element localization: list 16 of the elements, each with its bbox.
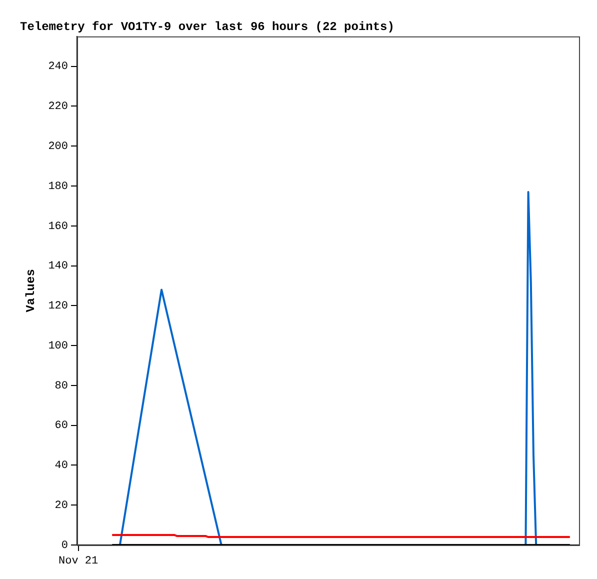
- y-tick-label: 0: [61, 540, 68, 552]
- y-tick-label: 120: [48, 300, 68, 313]
- y-axis-title: Values: [24, 269, 38, 312]
- y-tick-label: 240: [48, 61, 68, 74]
- y-tick-label: 80: [54, 380, 68, 392]
- chart-title: Telemetry for VO1TY-9 over last 96 hours (22 points): [20, 20, 394, 34]
- y-tick-label: 100: [48, 340, 68, 352]
- y-tick-label: 220: [48, 101, 68, 114]
- y-tick-label: 200: [48, 141, 68, 154]
- y-tick-label: 160: [48, 220, 68, 233]
- x-tick-label: Nov 21: [58, 556, 98, 568]
- y-tick-label: 60: [54, 420, 68, 432]
- y-tick-label: 20: [54, 500, 68, 512]
- y-tick-label: 40: [54, 460, 68, 472]
- y-tick-label: 140: [48, 260, 68, 273]
- y-tick-label: 180: [48, 180, 68, 193]
